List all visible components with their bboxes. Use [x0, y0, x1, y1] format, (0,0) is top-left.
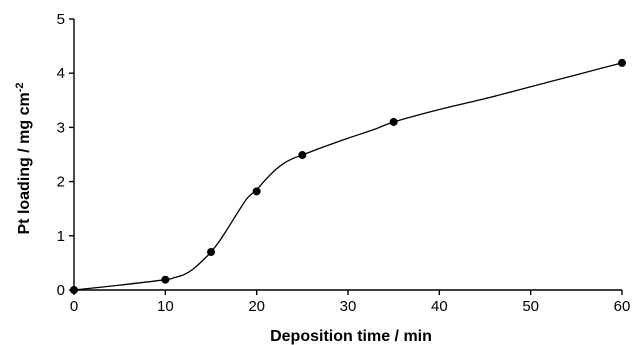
x-tick-label: 0 [70, 298, 78, 315]
y-axis-title-superscript: -2 [14, 82, 26, 92]
x-tick-label: 20 [248, 298, 265, 315]
data-point [618, 58, 626, 67]
y-tick-label: 0 [57, 282, 65, 299]
x-ticks: 0 10 20 30 40 50 60 [70, 290, 631, 315]
data-point [298, 151, 307, 160]
data-point [389, 117, 398, 126]
x-axis-title: Deposition time / min [270, 328, 432, 345]
y-ticks: 0 1 2 3 4 5 [57, 11, 74, 299]
data-point [161, 275, 170, 284]
data-markers [70, 58, 626, 294]
axes [73, 19, 622, 291]
y-tick-label: 1 [57, 228, 65, 245]
x-tick-label: 60 [614, 298, 631, 315]
x-tick-label: 50 [522, 298, 539, 315]
data-point [70, 286, 78, 294]
x-tick-label: 10 [157, 298, 174, 315]
x-tick-label: 30 [340, 298, 357, 315]
y-tick-label: 2 [57, 174, 65, 191]
y-axis-title-main: Pt loading / mg cm [16, 92, 33, 234]
y-tick-label: 5 [57, 11, 65, 28]
loading-curve [73, 62, 623, 291]
data-point [252, 187, 261, 196]
y-axis-title: Pt loading / mg cm-2 [14, 82, 33, 234]
data-point [207, 248, 215, 257]
y-tick-label: 3 [57, 119, 65, 136]
y-tick-label: 4 [57, 65, 65, 82]
x-tick-label: 40 [431, 298, 448, 315]
